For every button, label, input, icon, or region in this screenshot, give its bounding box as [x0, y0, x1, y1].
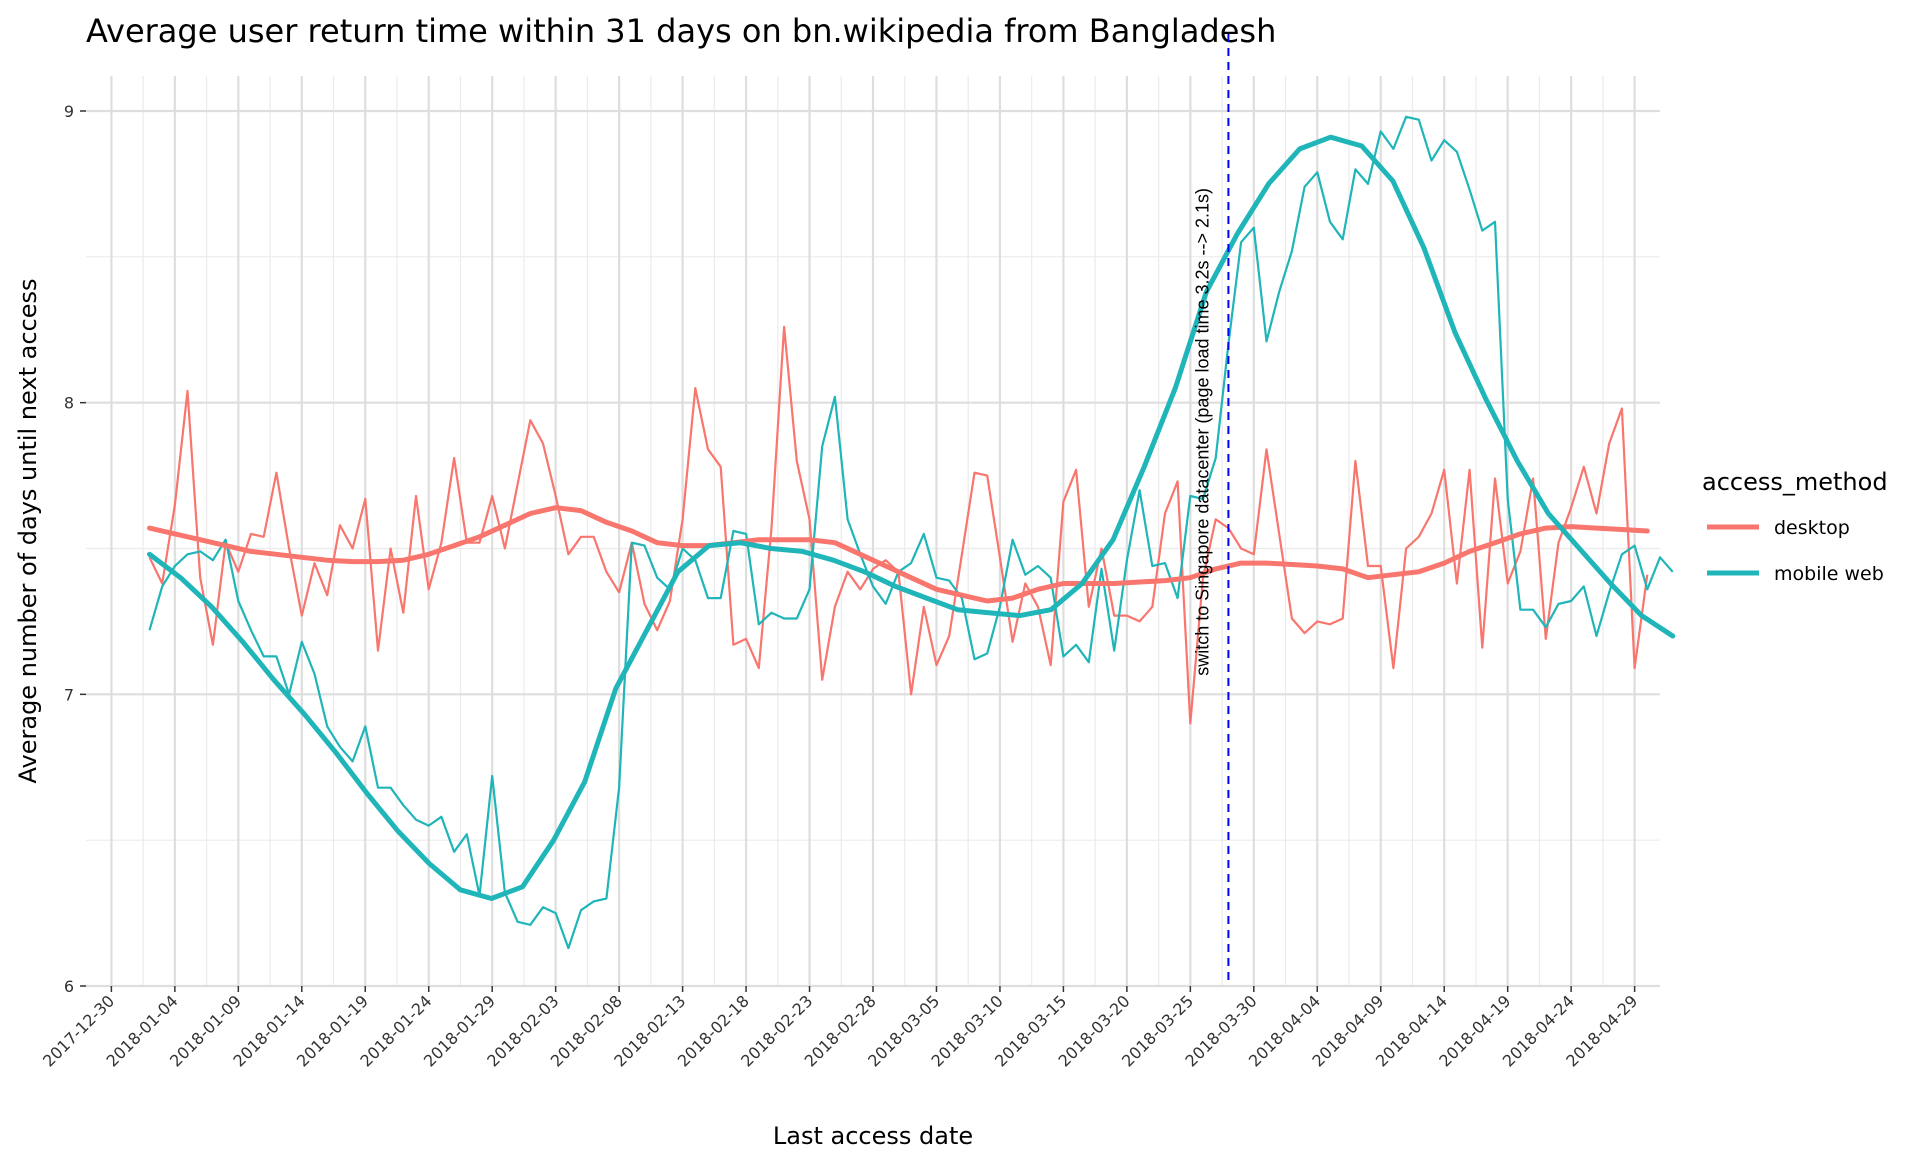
y-tick-label: 8 — [64, 394, 74, 413]
y-tick-label: 7 — [64, 685, 74, 704]
annotation-label: switch to Singapore datacenter (page loa… — [1192, 188, 1212, 676]
smooth-line-desktop — [147, 505, 1650, 604]
annotation-group: switch to Singapore datacenter (page loa… — [1192, 34, 1230, 986]
chart-title: Average user return time within 31 days … — [86, 12, 1277, 50]
x-axis-title: Last access date — [773, 1122, 973, 1150]
x-axis: 2017-12-302018-01-042018-01-092018-01-14… — [39, 986, 1641, 1071]
legend-title: access_method — [1702, 468, 1888, 496]
y-tick-label: 9 — [64, 102, 74, 121]
legend-label-mobile-web: mobile web — [1774, 563, 1884, 585]
y-axis-title: Average number of days until next access — [14, 279, 42, 784]
legend: access_method desktop mobile web — [1702, 468, 1888, 585]
smooth-line-mobile-web — [147, 134, 1676, 901]
series-line-mobile-web — [148, 115, 1674, 950]
smoothed-series-group — [147, 134, 1676, 901]
y-axis: 6 7 8 9 — [64, 102, 86, 996]
legend-label-desktop: desktop — [1774, 517, 1850, 539]
y-tick-label: 6 — [64, 977, 74, 996]
